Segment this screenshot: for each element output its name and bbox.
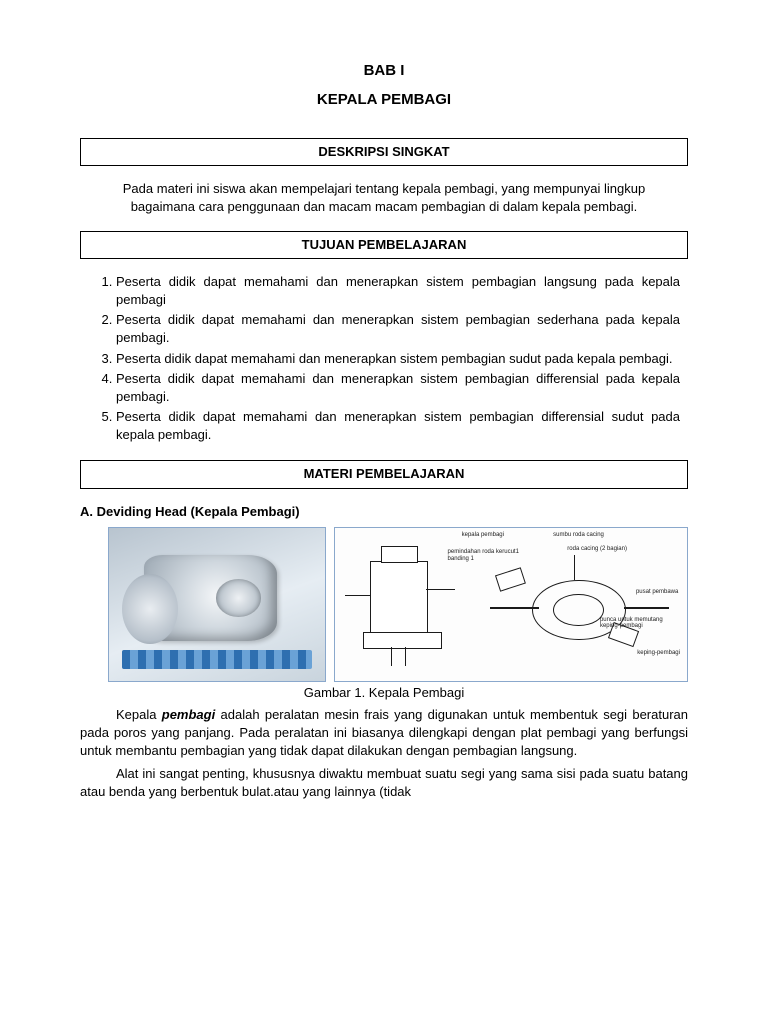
para1-bold: pembagi (162, 707, 215, 722)
chapter-title: KEPALA PEMBAGI (80, 89, 688, 110)
paragraph-1: Kepala pembagi adalah peralatan mesin fr… (80, 706, 688, 761)
diagram-label: sumbu roda cacing (553, 532, 604, 538)
para1-pre: Kepala (116, 707, 162, 722)
diagram-label: keping-pembagi (637, 650, 680, 656)
list-item: Peserta didik dapat memahami dan menerap… (116, 273, 688, 309)
diagram-label: pusat pembawa (636, 589, 680, 595)
figure-1: kepala pembagi sumbu roda cacing peminda… (108, 527, 688, 682)
section-heading-deskripsi: DESKRIPSI SINGKAT (80, 138, 688, 166)
list-item: Peserta didik dapat memahami dan menerap… (116, 311, 688, 347)
list-item: Peserta didik dapat memahami dan menerap… (116, 370, 688, 406)
diagram-label: pemindahan roda kerucut1 banding 1 (448, 549, 538, 562)
deskripsi-text: Pada materi ini siswa akan mempelajari t… (104, 180, 664, 216)
chapter-number: BAB I (80, 60, 688, 81)
subsection-a-heading: A. Deviding Head (Kepala Pembagi) (80, 503, 688, 521)
paragraph-2: Alat ini sangat penting, khususnya diwak… (80, 765, 688, 801)
diagram-label: roda cacing (2 bagian) (567, 546, 627, 552)
figure-caption: Gambar 1. Kepala Pembagi (80, 684, 688, 702)
list-item: Peserta didik dapat memahami dan menerap… (116, 408, 688, 444)
section-heading-materi: MATERI PEMBELAJARAN (80, 460, 688, 488)
tujuan-list: Peserta didik dapat memahami dan menerap… (80, 273, 688, 445)
diagram-label: kepala pembagi (462, 532, 504, 538)
section-heading-tujuan: TUJUAN PEMBELAJARAN (80, 231, 688, 259)
diagram-label: punca untuk memutang keping-pembagi (600, 617, 680, 630)
figure-diagram: kepala pembagi sumbu roda cacing peminda… (334, 527, 688, 682)
list-item: Peserta didik dapat memahami dan menerap… (116, 350, 688, 368)
figure-photo (108, 527, 326, 682)
